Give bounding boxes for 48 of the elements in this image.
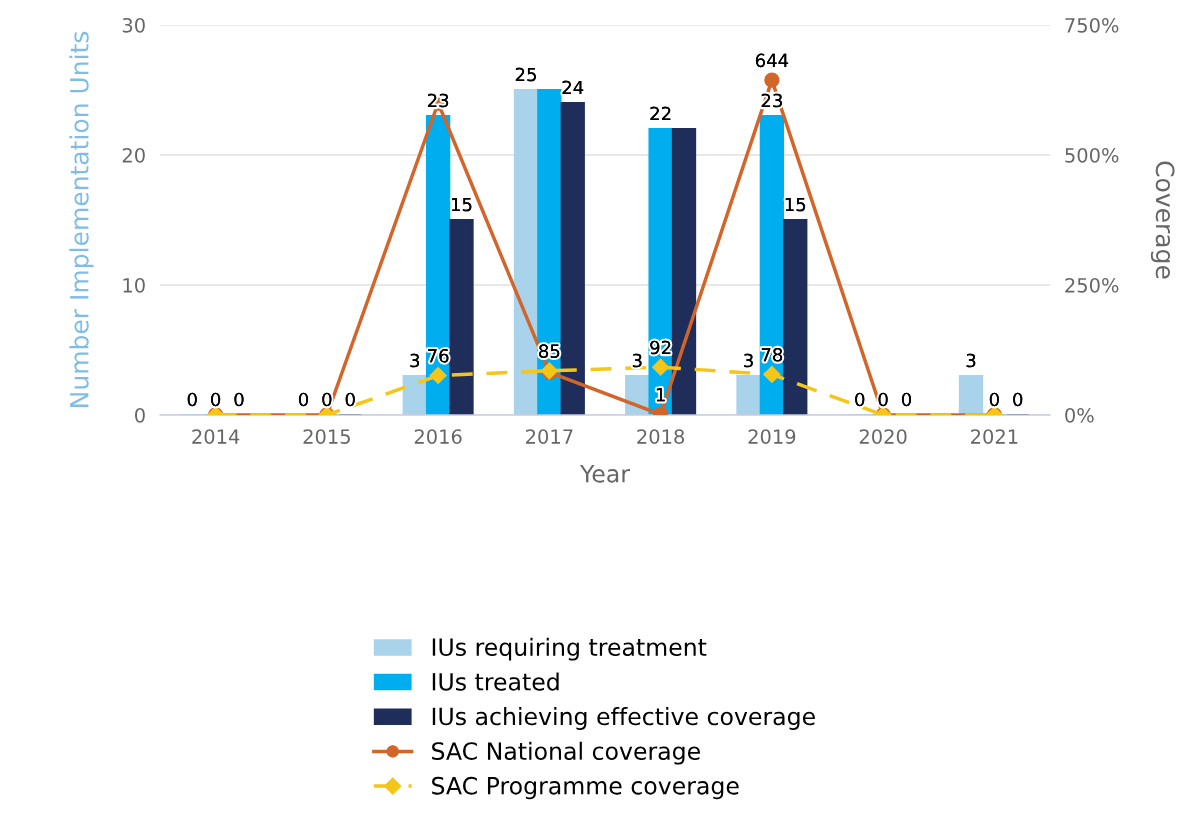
data-label: 78: [761, 347, 783, 362]
legend-label: SAC Programme coverage: [432, 776, 739, 800]
y2-tick-label: 750%: [1065, 17, 1119, 33]
y2-tick-label: 250%: [1065, 277, 1119, 293]
data-label: 0: [1013, 392, 1023, 407]
data-label: 0: [234, 392, 244, 407]
data-label: 15: [451, 197, 472, 212]
x-tick-label: 2016: [414, 429, 462, 444]
y-tick-label: 10: [123, 277, 145, 293]
x-tick-label: 2019: [748, 429, 796, 444]
y2-tick-label: 500%: [1065, 147, 1119, 163]
data-label: 3: [632, 353, 642, 368]
legend-label: IUs treated: [432, 672, 559, 691]
x-tick-label: 2014: [192, 429, 240, 444]
data-label: 0: [855, 392, 865, 407]
x-tick-label: 2020: [859, 429, 907, 444]
data-label: 0: [989, 392, 999, 407]
data-label: 92: [650, 340, 671, 355]
data-label: 0: [298, 392, 309, 407]
legend-label: IUs achieving effective coverage: [432, 707, 815, 730]
data-label: 0: [322, 392, 332, 407]
data-label: 3: [744, 353, 753, 368]
data-label: 644: [755, 53, 789, 68]
y-axis-title: Number Implementation Units: [69, 31, 94, 407]
data-label: 1: [656, 388, 665, 402]
data-label: 0: [211, 392, 221, 407]
y-tick-label: 30: [122, 17, 145, 33]
data-label: 0: [901, 392, 912, 407]
data-label: 0: [345, 392, 355, 407]
y2-axis-title: Coverage: [1150, 161, 1175, 279]
x-axis-title: Year: [579, 465, 630, 483]
legend-label: IUs requiring treatment: [432, 637, 707, 661]
data-label: 22: [650, 106, 671, 121]
data-label: 15: [785, 197, 806, 212]
y-tick-label: 0: [135, 407, 145, 423]
data-label: 3: [410, 353, 420, 368]
data-label: 0: [187, 392, 197, 407]
y-tick-label: 20: [122, 147, 145, 163]
legend-label: SAC National coverage: [432, 741, 700, 765]
y2-tick-label: 0%: [1065, 407, 1094, 423]
x-tick-label: 2015: [303, 429, 350, 444]
data-label: 24: [562, 80, 584, 95]
data-label: 25: [515, 67, 536, 82]
x-tick-label: 2021: [971, 429, 1018, 444]
x-tick-label: 2018: [637, 429, 685, 444]
x-tick-label: 2017: [526, 429, 573, 444]
data-label: 76: [428, 348, 449, 363]
data-label: 3: [966, 353, 976, 368]
